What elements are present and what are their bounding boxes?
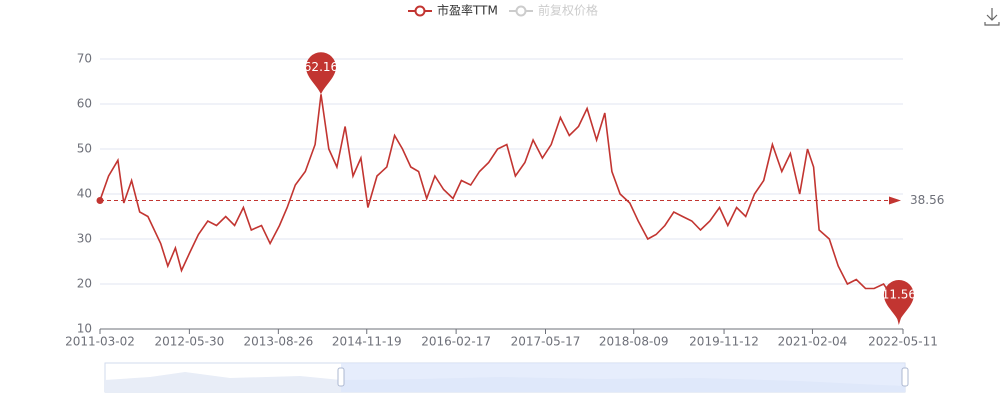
average-arrow [889, 196, 901, 205]
download-icon[interactable] [984, 8, 1000, 26]
x-tick-label: 2021-02-04 [778, 335, 848, 349]
x-tick-label: 2022-05-11 [868, 335, 938, 349]
average-label: 38.56 [910, 193, 944, 207]
average-start [96, 196, 104, 204]
x-tick-label: 2013-08-26 [243, 335, 313, 349]
legend-label[interactable]: 前复权价格 [538, 3, 598, 18]
y-tick-label: 20 [77, 277, 92, 291]
zoom-handle[interactable] [337, 367, 345, 387]
max-pin [305, 52, 336, 95]
x-tick-label: 2016-02-17 [421, 335, 491, 349]
legend-icon [414, 5, 426, 17]
y-tick-label: 60 [77, 97, 92, 111]
zoom-window[interactable] [341, 363, 905, 392]
x-tick-label: 2012-05-30 [155, 335, 225, 349]
y-tick-label: 40 [77, 187, 92, 201]
x-tick-label: 2014-11-19 [332, 335, 402, 349]
y-tick-label: 50 [77, 142, 92, 156]
x-tick-label: 2019-11-12 [689, 335, 759, 349]
y-tick-label: 30 [77, 232, 92, 246]
series-line [99, 94, 904, 325]
x-tick-label: 2018-08-09 [599, 335, 669, 349]
legend-label[interactable]: 市盈率TTM [437, 3, 498, 18]
legend-icon [515, 5, 527, 17]
min-pin [883, 279, 914, 322]
data-zoom[interactable] [104, 362, 909, 393]
x-tick-label: 2017-05-17 [511, 335, 581, 349]
zoom-handle[interactable] [901, 367, 909, 387]
pin-label: 11.56 [882, 287, 916, 301]
y-tick-label: 70 [77, 52, 92, 66]
y-tick-label: 10 [77, 322, 92, 336]
x-tick-label: 2011-03-02 [65, 335, 135, 349]
pin-label: 62.16 [304, 60, 338, 74]
